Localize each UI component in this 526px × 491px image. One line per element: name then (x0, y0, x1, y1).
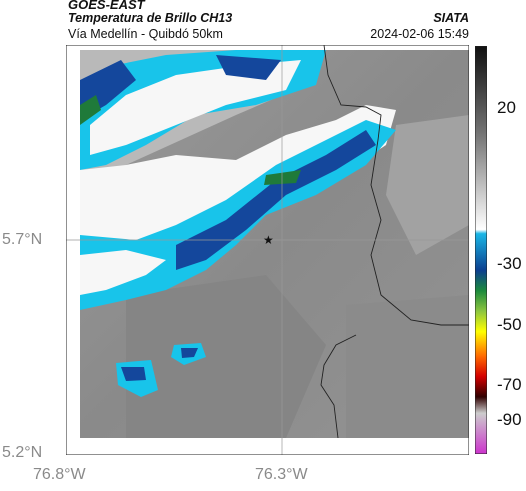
cloud-band-white (80, 250, 166, 295)
cloud-north-green (80, 95, 101, 125)
brand-label: SIATA (433, 11, 469, 25)
ground-dark-s (126, 275, 326, 438)
lat-tick-5.7: 5.7°N (2, 231, 43, 248)
lon-tick-76.8: 76.8°W (33, 466, 86, 483)
ground-dark-se (346, 295, 469, 438)
colorbar-label-m30: -30 (497, 254, 522, 273)
colorbar-label-m90: -90 (497, 410, 522, 429)
border-south (320, 334, 357, 439)
colorbar-label-m70: -70 (497, 375, 522, 394)
cloud-band-blue (176, 130, 376, 270)
colorbar-label-m50: -50 (497, 315, 522, 334)
cloud-band-green (264, 170, 301, 185)
lon-tick-76.3: 76.3°W (255, 466, 308, 483)
lat-tick-5.2: 5.2°N (2, 444, 43, 461)
product-title: Temperatura de Brillo CH13 (68, 11, 233, 25)
border-north (323, 45, 469, 326)
satellite-name: GOES-EAST (68, 0, 145, 12)
reference-star: ★ (263, 233, 274, 247)
cell-small-2-core (121, 367, 146, 381)
colorbar (475, 46, 487, 454)
cell-small-1-core (181, 348, 198, 358)
cloud-north-white (90, 60, 301, 155)
cloud-north-blue2 (216, 55, 281, 80)
ground-light-e (386, 115, 469, 255)
satellite-map: ★ (66, 45, 469, 455)
timestamp: 2024-02-06 15:49 (370, 27, 469, 41)
colorbar-fill (475, 46, 487, 454)
cloud-mid-white (80, 105, 396, 245)
colorbar-label-20: 20 (497, 98, 516, 117)
route-label: Vía Medellín - Quibdó 50km (68, 27, 223, 41)
